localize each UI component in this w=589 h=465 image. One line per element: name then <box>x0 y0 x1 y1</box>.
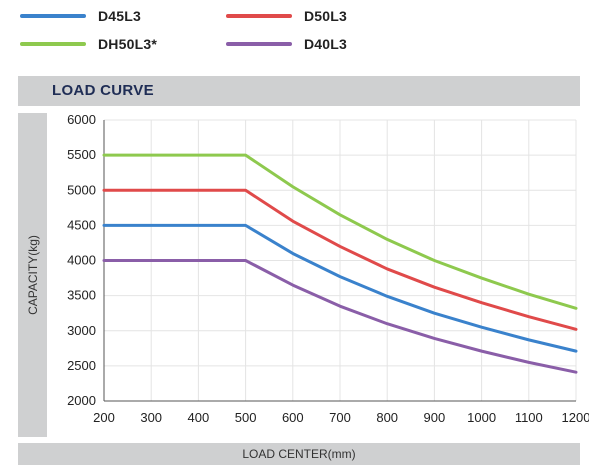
y-tick-label: 4500 <box>67 217 96 232</box>
y-tick-label: 3500 <box>67 288 96 303</box>
y-tick-label: 3000 <box>67 323 96 338</box>
y-axis-label-bar: CAPACITY(kg) <box>18 113 47 437</box>
y-tick-label: 4000 <box>67 253 96 268</box>
x-tick-label: 200 <box>93 410 115 425</box>
x-tick-label: 900 <box>424 410 446 425</box>
legend-item-dh50l3: DH50L3* <box>20 36 157 52</box>
legend-label: D50L3 <box>304 8 348 24</box>
legend-label: D45L3 <box>98 8 142 24</box>
y-tick-label: 5000 <box>67 182 96 197</box>
x-axis-label: LOAD CENTER(mm) <box>242 447 356 461</box>
series-line-d40l3 <box>102 259 578 374</box>
y-tick-label: 5500 <box>67 147 96 162</box>
x-axis-label-bar: LOAD CENTER(mm) <box>18 443 580 465</box>
x-tick-label: 300 <box>140 410 162 425</box>
x-tick-label: 400 <box>188 410 210 425</box>
x-tick-label: 700 <box>329 410 351 425</box>
tick-labels: 2000 2500 3000 3500 4000 4500 5000 5500 6000 200 3… <box>67 112 589 425</box>
legend-item-d40l3: D40L3 <box>226 36 347 52</box>
series-lines <box>102 153 578 374</box>
series-line-d50l3 <box>102 188 578 331</box>
series-line-dh50l3 <box>102 153 578 310</box>
x-tick-label: 600 <box>282 410 304 425</box>
x-tick-label: 1100 <box>515 410 543 425</box>
legend-swatch <box>20 14 86 18</box>
legend-swatch <box>226 14 292 18</box>
x-tick-label: 1000 <box>467 410 496 425</box>
legend-label: DH50L3* <box>98 36 157 52</box>
y-tick-label: 2000 <box>67 393 96 408</box>
legend-item-d45l3: D45L3 <box>20 8 141 24</box>
chart-title-bar: LOAD CURVE <box>18 76 580 106</box>
x-tick-label: 500 <box>235 410 257 425</box>
y-tick-label: 6000 <box>67 112 96 127</box>
legend-swatch <box>20 42 86 46</box>
y-tick-label: 2500 <box>67 358 96 373</box>
legend: D45L3 D50L3 DH50L3* D40L3 <box>0 0 589 70</box>
x-tick-label: 800 <box>376 410 398 425</box>
legend-item-d50l3: D50L3 <box>226 8 347 24</box>
legend-label: D40L3 <box>304 36 348 52</box>
x-tick-label: 1200 <box>562 410 589 425</box>
series-line-d45l3 <box>102 223 578 353</box>
legend-swatch <box>226 42 292 46</box>
chart-title: LOAD CURVE <box>52 82 154 99</box>
